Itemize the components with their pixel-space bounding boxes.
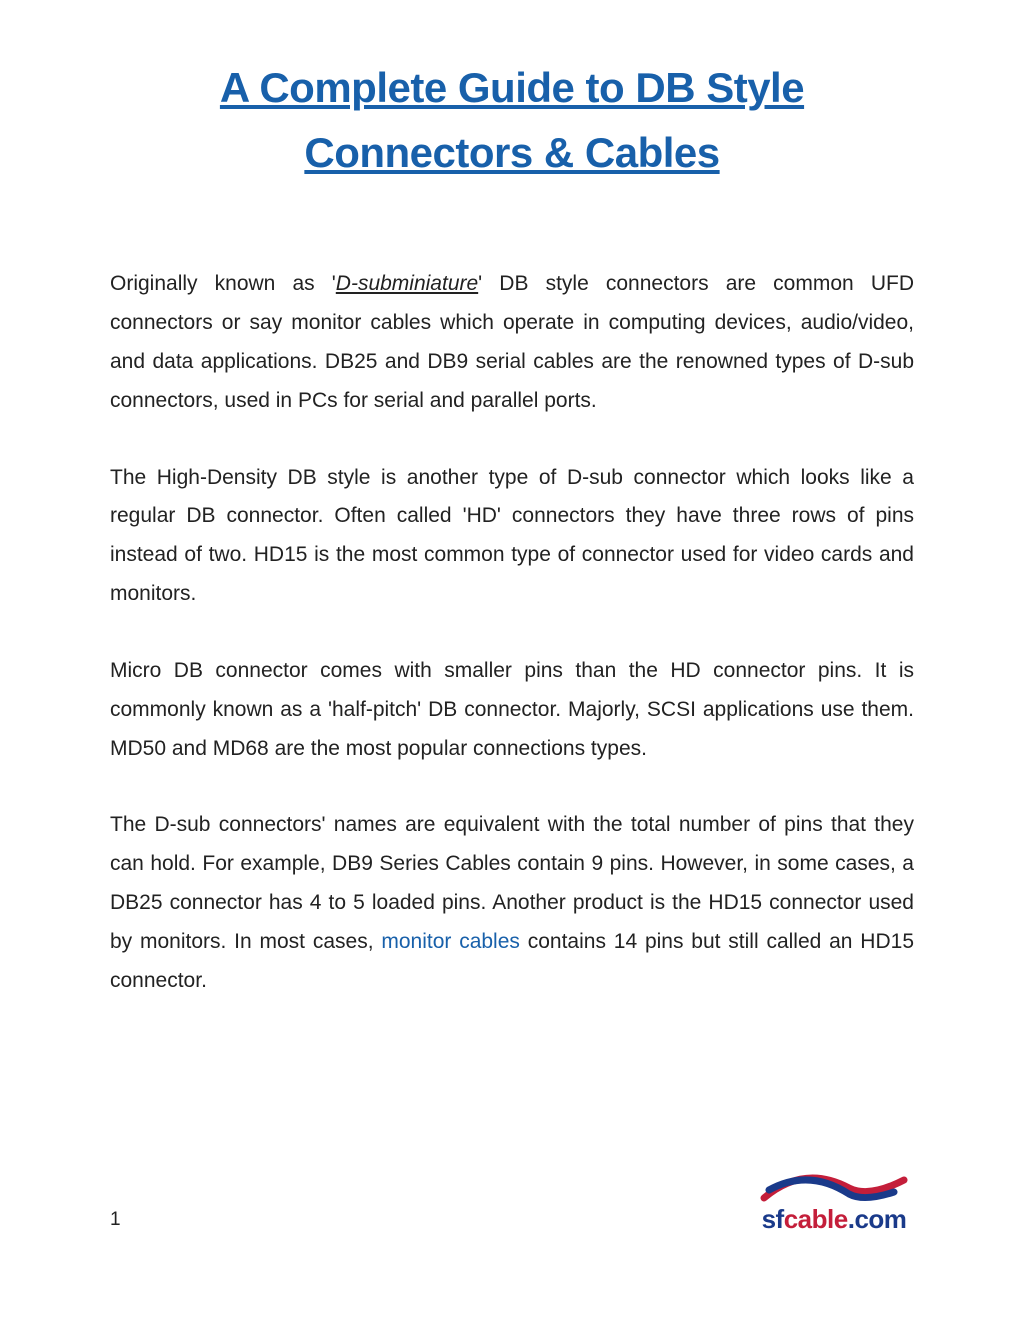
sfcable-logo: sfcable.com (754, 1170, 914, 1235)
paragraph-2: The High-Density DB style is another typ… (110, 459, 914, 614)
document-page: A Complete Guide to DB Style Connectors … (0, 0, 1024, 1001)
term-d-subminiature: D-subminiature (336, 272, 478, 295)
logo-sf: sf (762, 1204, 784, 1234)
page-title: A Complete Guide to DB Style Connectors … (110, 55, 914, 185)
para1-pre: Originally known as ' (110, 272, 336, 295)
page-footer: 1 sfcable.com (110, 1170, 914, 1235)
logo-text: sfcable.com (762, 1204, 907, 1235)
monitor-cables-link[interactable]: monitor cables (381, 930, 520, 953)
paragraph-3: Micro DB connector comes with smaller pi… (110, 652, 914, 769)
logo-cable: cable (784, 1204, 848, 1234)
paragraph-1: Originally known as 'D-subminiature' DB … (110, 265, 914, 420)
logo-swoosh-icon (754, 1170, 914, 1204)
logo-com: com (854, 1204, 906, 1234)
paragraph-4: The D-sub connectors' names are equivale… (110, 806, 914, 1000)
page-number: 1 (110, 1209, 121, 1235)
